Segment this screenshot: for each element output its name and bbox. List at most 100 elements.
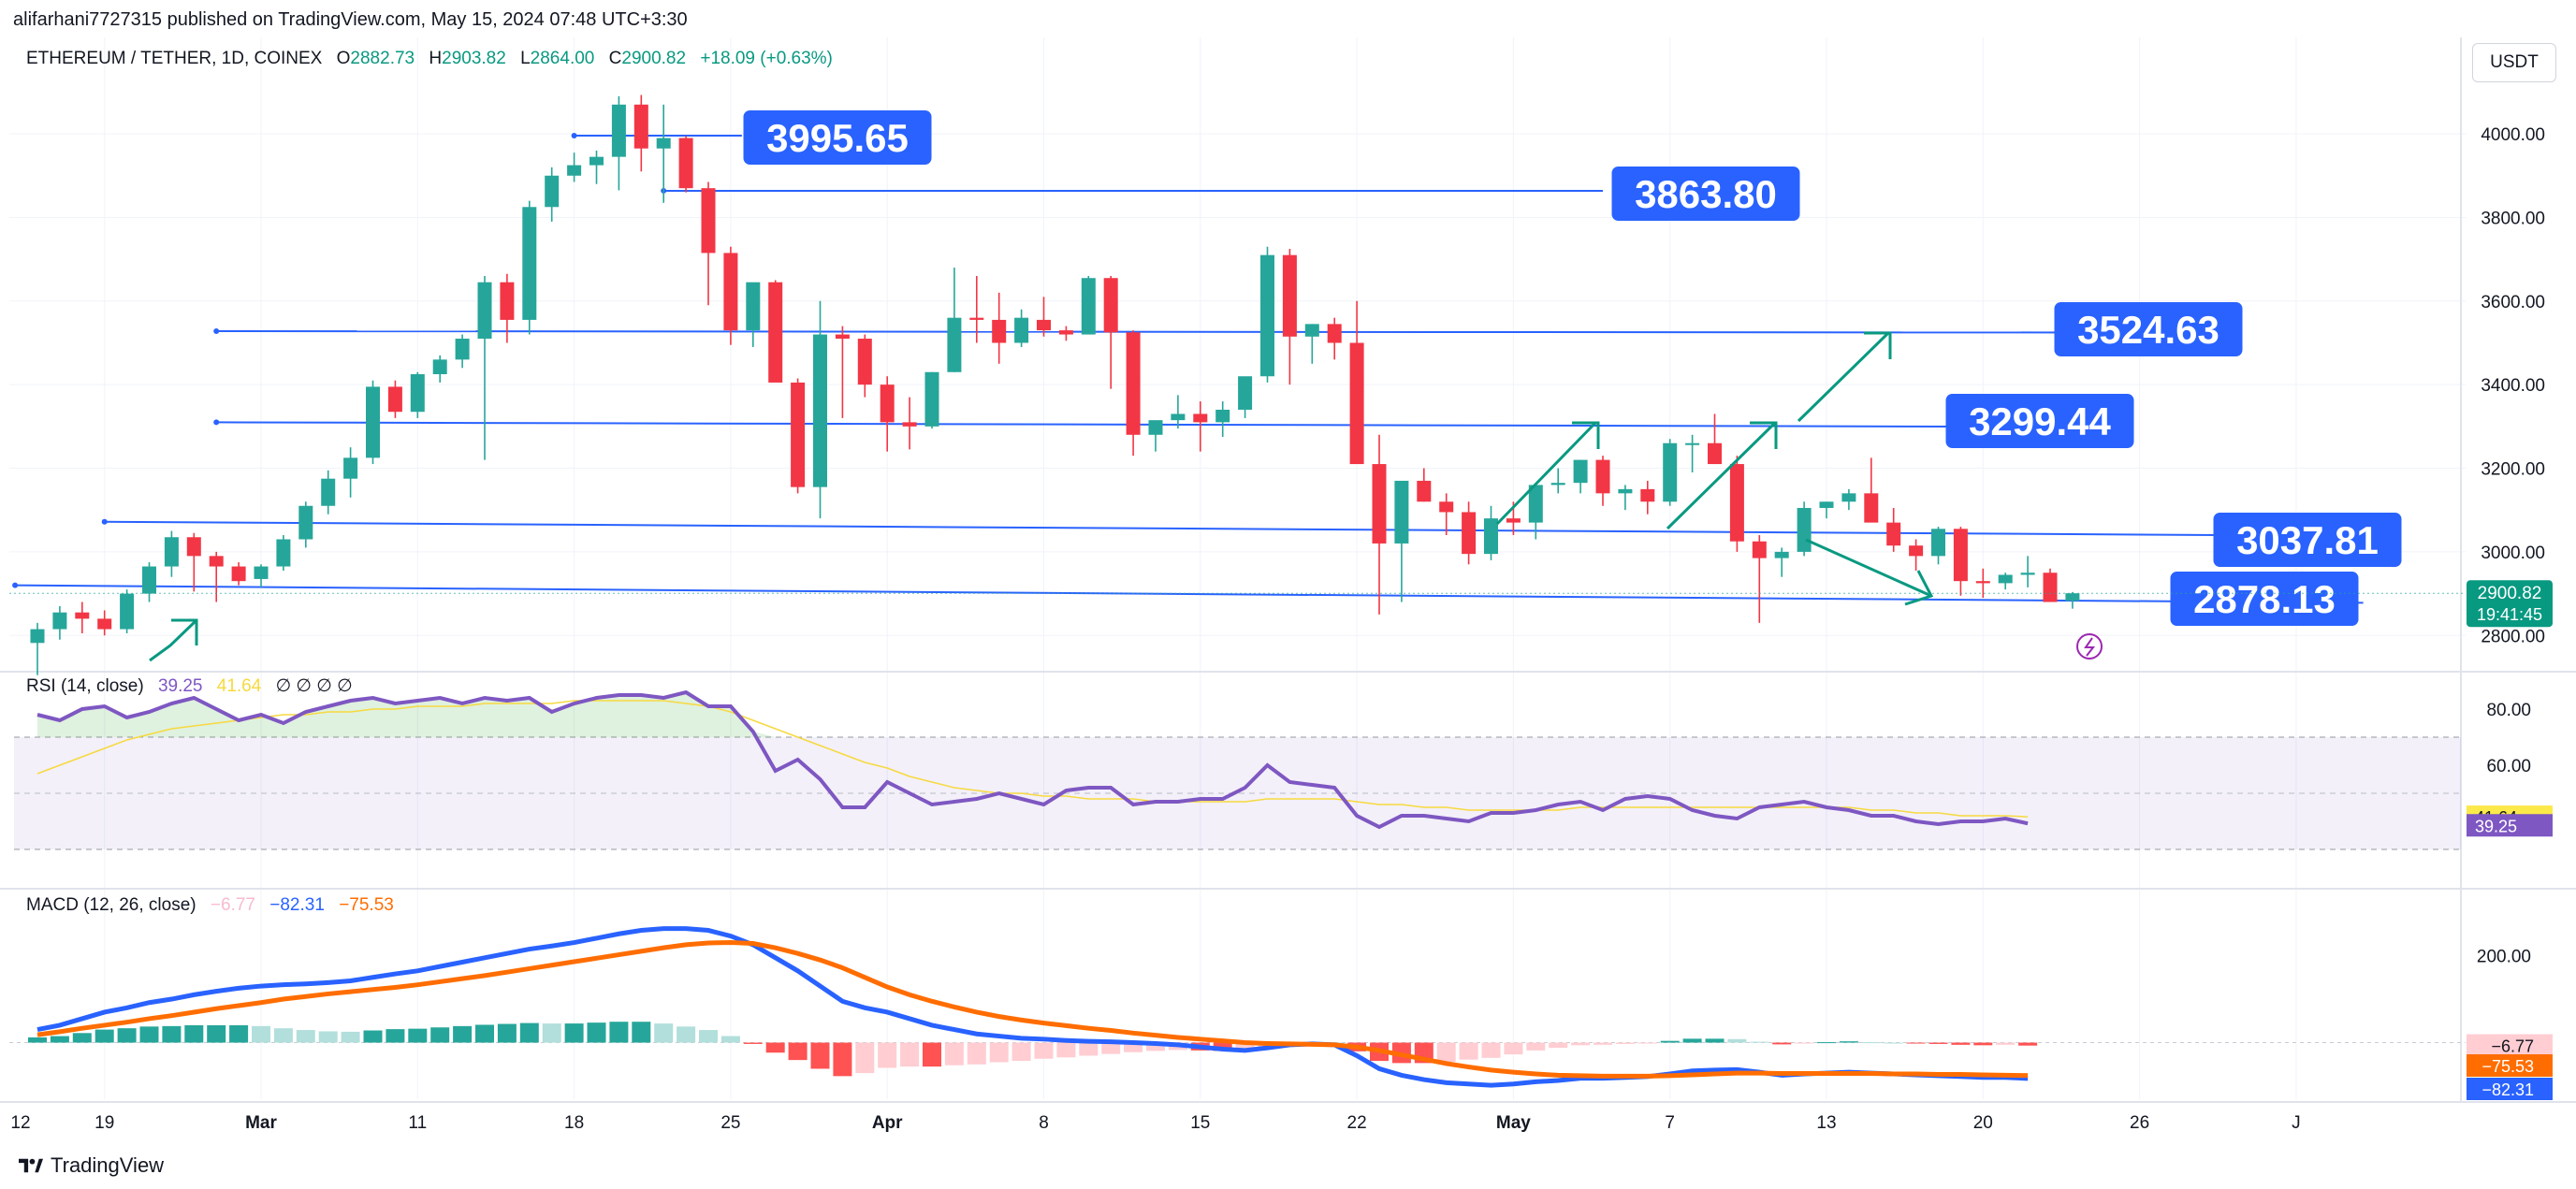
- macd-histogram-bar: [1928, 1042, 1948, 1044]
- trend-arrow-head: [1750, 421, 1778, 449]
- macd-histogram-bar: [923, 1042, 941, 1067]
- candle-body: [52, 612, 67, 630]
- macd-legend: MACD (12, 26, close) −6.77 −82.31 −75.53: [26, 895, 403, 916]
- rsi-title[interactable]: RSI (14, close): [26, 676, 144, 696]
- candle-body: [947, 317, 962, 372]
- high-value: 2903.82: [442, 49, 506, 68]
- candle-body: [1193, 413, 1208, 423]
- macd-histogram-bar: [989, 1042, 1009, 1063]
- candle-body: [477, 282, 492, 340]
- level-price-text: 2878.13: [2193, 577, 2336, 621]
- candle-body: [723, 253, 738, 331]
- tradingview-logo-icon: [19, 1158, 43, 1173]
- macd-histogram-bar: [1727, 1038, 1747, 1043]
- level-price-label: [1945, 394, 2134, 448]
- level-anchor-point: [101, 518, 108, 525]
- macd-histogram-bar: [1682, 1038, 1702, 1043]
- macd-histogram-bar: [50, 1036, 69, 1043]
- candle-body: [1819, 501, 1834, 508]
- macd-hist-value: −6.77: [210, 895, 255, 915]
- time-axis-label: Mar: [245, 1113, 277, 1133]
- candle-body: [1550, 483, 1565, 486]
- macd-histogram-bar: [72, 1033, 92, 1043]
- price-axis[interactable]: 4000.00 3800.00 3600.00 3400.00 3200.00 3000.…: [9, 125, 2553, 646]
- macd-histogram-bar: [207, 1024, 226, 1043]
- candle-body: [545, 175, 560, 208]
- candle-body: [1953, 529, 1968, 582]
- level-price-text: 3863.80: [1635, 172, 1777, 216]
- rsi-line: [36, 689, 2029, 830]
- candle-body: [969, 317, 984, 320]
- macd-histogram-bar: [1124, 1042, 1143, 1052]
- candle-body: [209, 556, 224, 567]
- trend-arrow-line: [1666, 421, 1777, 530]
- macd-histogram-bar: [229, 1024, 249, 1043]
- macd-histogram-bar: [1034, 1042, 1054, 1059]
- candle-body: [1506, 518, 1521, 523]
- price-axis-tick: 3200.00: [2481, 460, 2545, 480]
- time-axis-label: 26: [2130, 1113, 2149, 1133]
- rsi-ma-line: [36, 700, 2029, 818]
- macd-histogram-bar: [788, 1042, 808, 1061]
- macd-histogram-bar: [1571, 1042, 1591, 1046]
- candle-body: [142, 566, 156, 594]
- candle-body: [522, 207, 537, 320]
- flash-event-icon: [2084, 637, 2096, 657]
- candle-body: [75, 612, 90, 619]
- macd-histogram-bar: [1973, 1042, 1993, 1046]
- candle-body: [1439, 501, 1454, 513]
- candle-body: [366, 386, 380, 458]
- macd-value-tag: [2467, 1078, 2553, 1100]
- macd-histogram-bar: [363, 1030, 383, 1043]
- candle-body: [656, 138, 671, 149]
- candle-body: [611, 104, 626, 157]
- macd-title[interactable]: MACD (12, 26, close): [26, 895, 196, 915]
- candle-body: [1417, 480, 1432, 502]
- trend-arrow-head: [1864, 331, 1892, 359]
- candle-body: [1618, 488, 1633, 494]
- candle-body: [1148, 420, 1163, 435]
- footer-brand[interactable]: TradingView: [19, 1153, 164, 1178]
- currency-button[interactable]: USDT: [2472, 43, 2556, 82]
- close-value: 2900.82: [621, 49, 687, 68]
- time-axis-label: Apr: [872, 1113, 903, 1133]
- macd-histogram-bar: [542, 1023, 561, 1043]
- macd-histogram-bar: [654, 1023, 674, 1043]
- macd-pane: 200.00 −6.77−75.53 −82.31: [9, 926, 2553, 1100]
- candle-body: [2043, 573, 2058, 602]
- level-labels[interactable]: 3995.65 3863.80 3524.63 3299.44 3037.81 2878.…: [743, 110, 2402, 626]
- rsi-value: 39.25: [157, 676, 203, 696]
- macd-value-tag-text: −75.53: [2481, 1057, 2534, 1076]
- level-price-text: 3299.44: [1969, 399, 2111, 443]
- candle-body: [1663, 442, 1678, 502]
- candle-body: [1238, 376, 1253, 410]
- candle-body: [1126, 332, 1141, 435]
- macd-histogram-bar: [1213, 1042, 1232, 1051]
- candle-body: [298, 505, 313, 540]
- symbol-name[interactable]: ETHEREUM / TETHER, 1D, COINEX: [26, 49, 323, 68]
- level-anchor-point: [213, 419, 220, 426]
- macd-histogram-bar: [1615, 1042, 1635, 1044]
- candle-body: [1349, 342, 1364, 465]
- macd-histogram-bar: [2018, 1042, 2038, 1046]
- current-price-tag: [2467, 580, 2553, 628]
- candle-body: [500, 282, 515, 320]
- rsi-ma-value: 41.64: [216, 676, 262, 696]
- candle-body: [30, 629, 45, 644]
- macd-histogram-bar: [519, 1022, 539, 1043]
- level-price-label: [2054, 302, 2243, 356]
- level-anchor-point: [213, 327, 220, 334]
- macd-histogram-bar: [1436, 1042, 1456, 1062]
- candle-body: [1841, 493, 1856, 502]
- time-axis[interactable]: 12 19 Mar 11 18 25 Apr 8 15 22 May 7 13 20 26 J: [10, 1113, 2300, 1133]
- macd-histogram-bar: [967, 1042, 986, 1065]
- macd-histogram-bar: [430, 1027, 450, 1043]
- candle-body: [1215, 409, 1230, 423]
- macd-value-tag-text: −6.77: [2491, 1037, 2534, 1056]
- candle-body: [321, 478, 336, 506]
- candle-body: [1304, 324, 1319, 337]
- candle-body: [768, 282, 783, 383]
- macd-histogram-bar: [1951, 1042, 1971, 1045]
- candle-body: [1394, 480, 1409, 544]
